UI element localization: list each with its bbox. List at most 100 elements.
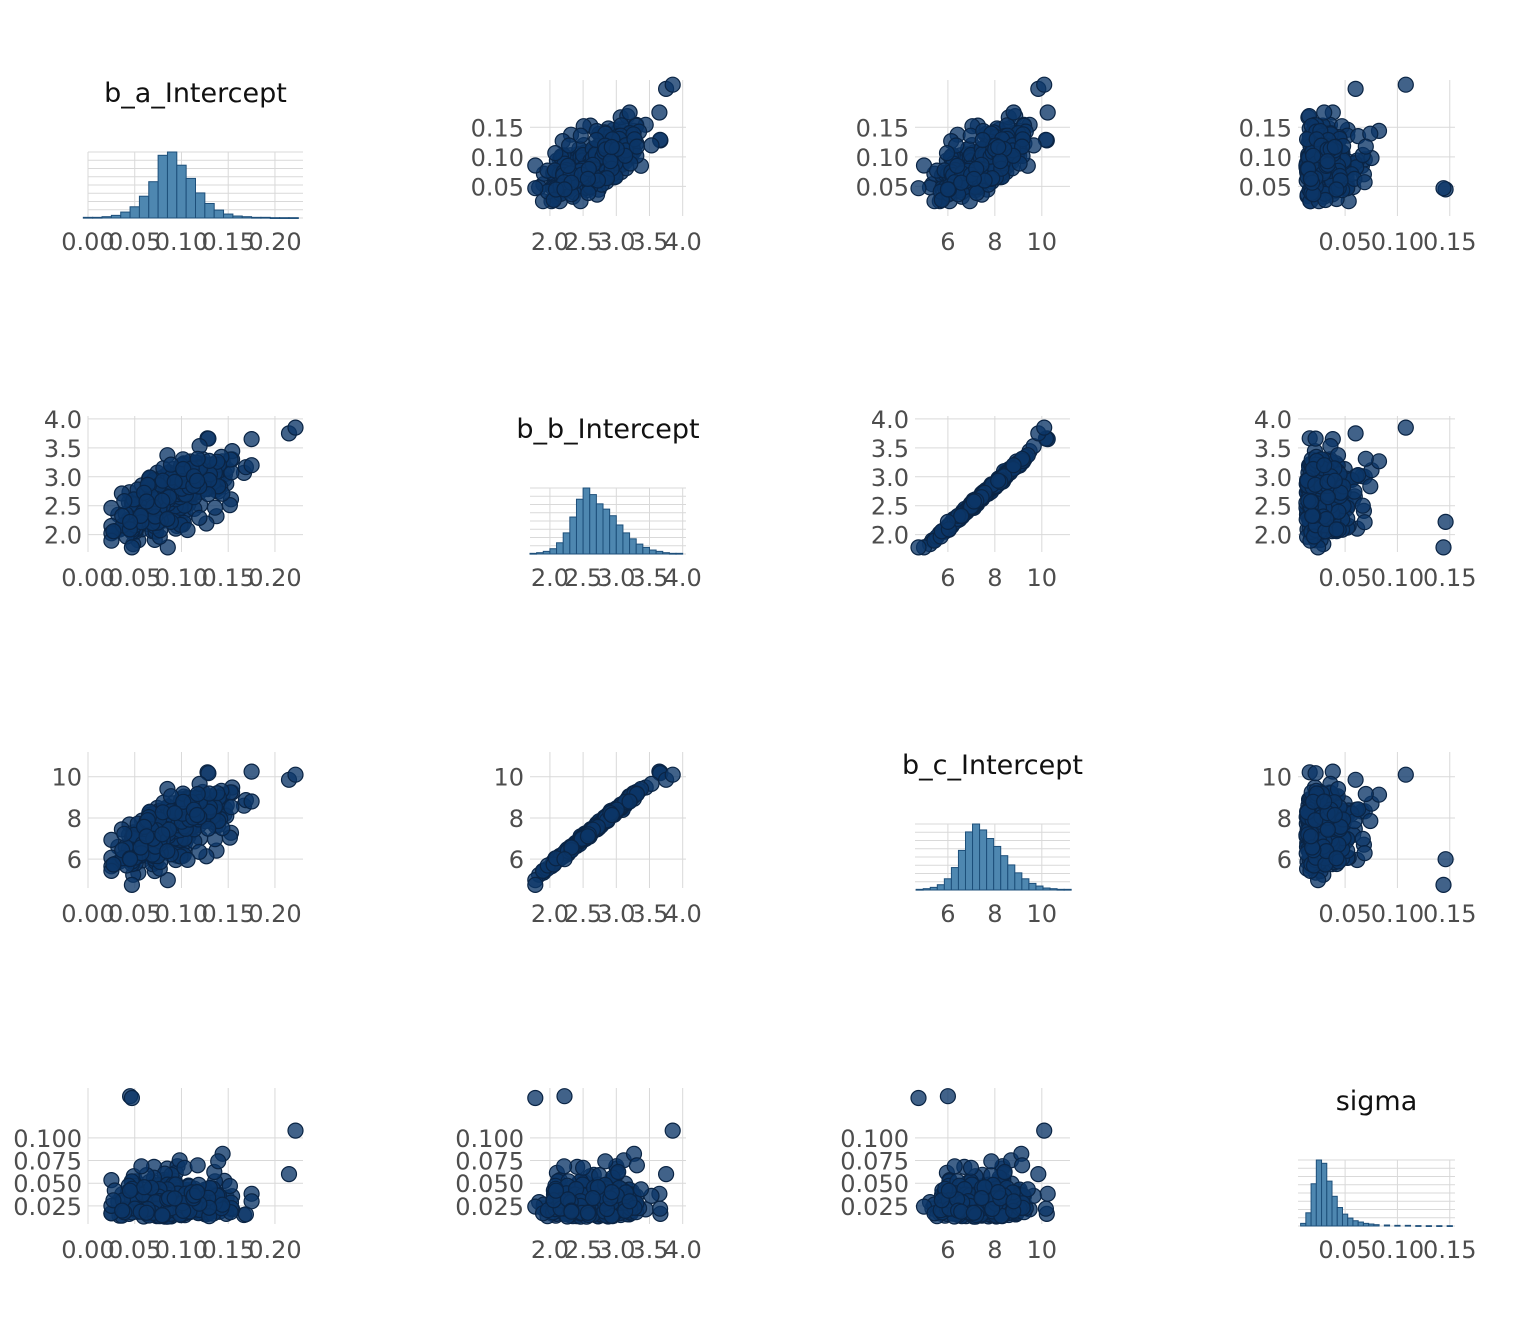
hist-bar [972,823,981,891]
x-tick-label: 8 [987,228,1002,256]
hist-bar [1000,855,1009,891]
scatter-point [1356,844,1373,862]
x-tick-label: 4.0 [664,564,702,592]
hist-bar [562,532,571,555]
x-tick-label: 10 [1027,1236,1058,1264]
scatter-point [632,1181,650,1198]
scatter-point [1302,828,1320,845]
hist-bar [251,216,262,219]
scatter-point [166,473,183,490]
hist-bar [166,151,178,219]
scatter-point [1326,806,1343,824]
scatter-point [657,1165,675,1183]
scatter-point [1319,153,1336,170]
hist-bar [101,216,112,219]
scatter-point [1356,514,1373,531]
scatter-point [179,851,196,869]
hist-bar [1357,1221,1364,1227]
x-tick-label: 0.15 [1423,1236,1476,1264]
scatter-point [116,493,133,510]
x-tick-label: 0.15 [1423,900,1476,928]
scatter-point [579,1204,597,1221]
x-tick-label: 0.00 [61,564,114,592]
scatter-point [621,1193,638,1210]
panel-b-a-intercept-vs-b-c-intercept: 0.050.100.156 8 10 [856,76,1070,256]
scatter-point [191,509,208,527]
scatter-point [990,138,1007,156]
x-tick-label: 4.0 [664,900,702,928]
scatter-point [1437,513,1454,531]
scatter-point [280,1165,298,1183]
hist-bar [1415,1225,1422,1227]
scatter-point [1435,876,1452,894]
y-tick-label: 6 [1277,846,1292,874]
scatter-point [602,153,619,170]
hist-bar [662,552,670,555]
hist-bar [1336,1207,1343,1227]
scatter-point [664,76,681,93]
hist-bar [648,549,657,555]
panel-grid: b_a_Intercept0.000.050.100.150.200.050.1… [13,76,1477,1264]
hist-bar [1425,1225,1432,1227]
scatter-point [154,1206,171,1224]
scatter-point [1030,1165,1047,1183]
hist-bar [655,550,664,555]
hist-bar [986,838,995,891]
y-tick-label: 3.5 [871,435,909,463]
x-tick-label: 0.05 [108,564,161,592]
scatter-point [965,1204,983,1221]
scatter-point [973,1189,990,1207]
panel-b-b-intercept-vs-b-a-intercept: 2.02.53.03.54.00.000.050.100.150.20 [44,406,304,592]
hist-bar [148,181,159,219]
scatter-point [1328,850,1345,867]
hist-bar [204,202,215,219]
x-tick-label: 0.15 [201,1236,254,1264]
hist-bar [979,829,988,891]
scatter-point [990,1183,1007,1201]
y-tick-label: 0.100 [840,1125,909,1153]
y-tick-label: 0.05 [856,173,909,201]
hist-bar [582,487,591,555]
scatter-point [166,804,183,822]
hist-bar [213,209,225,219]
x-tick-label: 3.0 [597,228,635,256]
x-tick-label: 0.15 [201,900,254,928]
scatter-point [1349,467,1367,484]
scatter-point [547,1182,565,1199]
hist-bar [1305,1212,1312,1227]
hist-bar [556,542,564,555]
hist-bar [82,216,94,219]
x-tick-label: 0.15 [1423,564,1476,592]
scatter-point [1326,138,1343,156]
scatter-point [1302,170,1320,187]
y-tick-label: 8 [509,805,524,833]
scatter-point [948,157,966,174]
hist-bar [1352,1220,1359,1227]
hist-bar [575,498,584,555]
x-tick-label: 0.05 [1318,228,1371,256]
y-tick-label: 10 [493,764,524,792]
scatter-point [1354,830,1371,848]
x-tick-label: 10 [1027,228,1058,256]
scatter-point [1354,497,1371,514]
scatter-point [154,826,171,843]
x-tick-label: 0.10 [155,900,208,928]
scatter-point [103,499,120,517]
x-tick-label: 0.05 [108,228,161,256]
x-tick-label: 0.15 [201,564,254,592]
x-tick-label: 0.00 [61,1236,114,1264]
hist-bar [635,543,644,555]
scatter-point [1356,174,1373,191]
x-tick-label: 3.5 [630,564,668,592]
scatter-point [1397,419,1414,436]
y-tick-label: 2.0 [871,522,909,550]
scatter-point [1005,104,1022,121]
x-tick-label: 0.10 [155,1236,208,1264]
scatter-point [176,1159,193,1176]
panel-b-b-intercept-vs-sigma: 2.02.53.03.54.00.050.100.15 [1254,406,1477,592]
hist-bar [629,538,637,555]
scatter-point [287,766,304,783]
